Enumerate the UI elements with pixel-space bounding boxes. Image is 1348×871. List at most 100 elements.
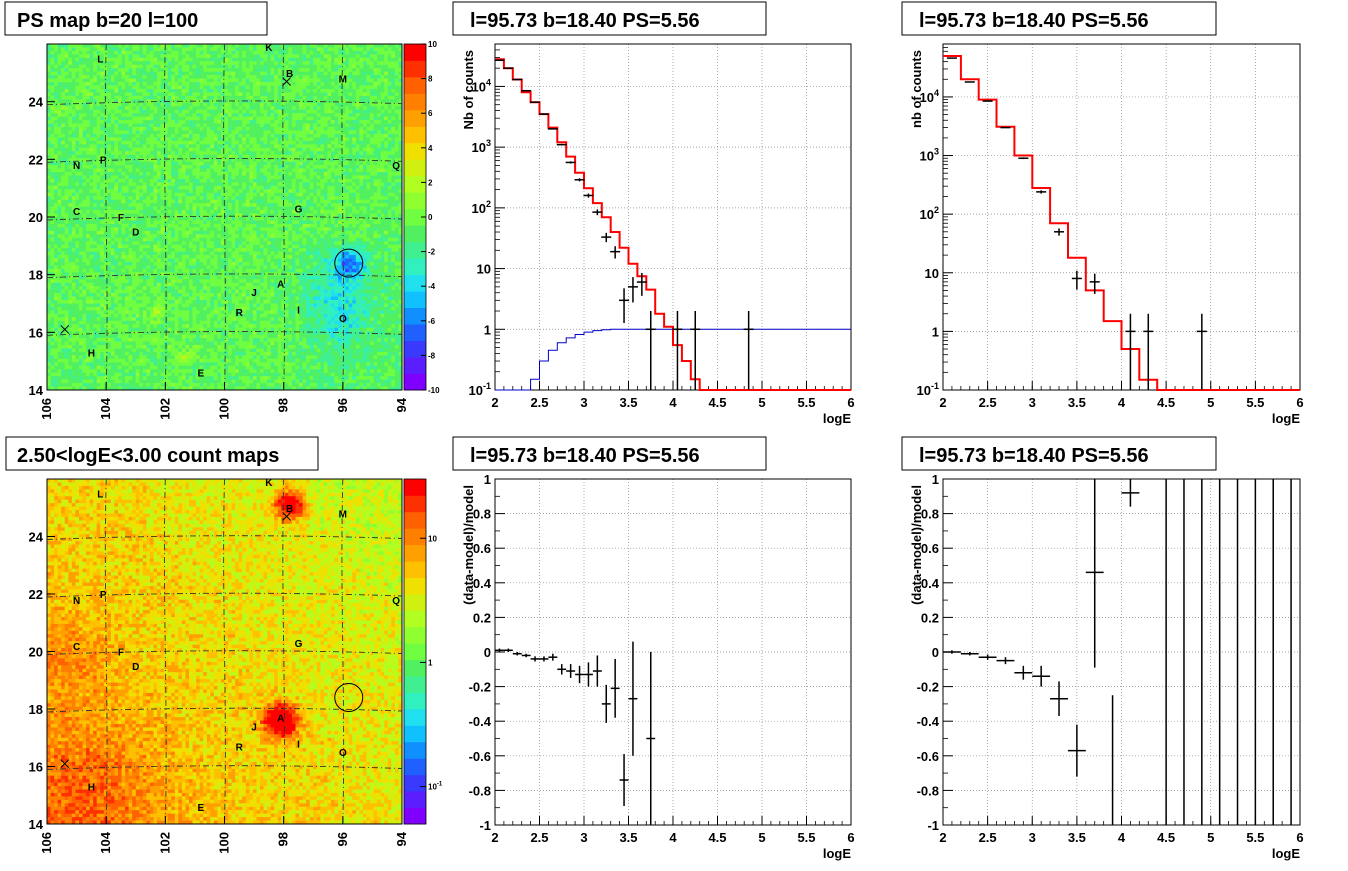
heatmap-cell (78, 71, 83, 76)
heatmap-cell (394, 85, 399, 90)
heatmap-cell (320, 206, 325, 211)
heatmap-cell (50, 116, 55, 121)
heatmap-cell (387, 123, 392, 128)
heatmap-cell (96, 213, 101, 218)
heatmap-cell (135, 133, 140, 138)
heatmap-cell (114, 116, 119, 121)
heatmap-cell (380, 192, 385, 197)
heatmap-cell (242, 113, 247, 118)
heatmap-cell (235, 213, 240, 218)
heatmap-cell (274, 213, 279, 218)
heatmap-cell (50, 165, 55, 169)
heatmap-cell (331, 137, 335, 142)
heatmap-cell (178, 175, 183, 180)
heatmap-cell (331, 154, 335, 159)
heatmap-cell (384, 182, 389, 187)
heatmap-cell (217, 116, 222, 121)
heatmap-cell (57, 82, 62, 86)
heatmap-cell (355, 123, 360, 128)
heatmap-cell (394, 151, 399, 156)
heatmap-cell (160, 92, 165, 97)
heatmap-cell (178, 82, 183, 86)
heatmap-cell (93, 127, 98, 131)
heatmap-cell (249, 199, 254, 204)
heatmap-cell (359, 85, 364, 90)
heatmap-cell (238, 64, 243, 69)
heatmap-cell (334, 78, 339, 83)
heatmap-cell (75, 210, 80, 214)
heatmap-cell (125, 210, 129, 214)
heatmap-cell (277, 61, 282, 66)
heatmap-cell (146, 68, 151, 73)
heatmap-cell (93, 168, 98, 173)
heatmap-cell (235, 172, 240, 176)
heatmap-cell (238, 168, 243, 173)
heatmap-cell (171, 54, 176, 59)
heatmap-cell (362, 196, 367, 201)
heatmap-cell (338, 88, 342, 93)
heatmap-cell (203, 120, 208, 124)
heatmap-cell (149, 47, 154, 52)
heatmap-cell (384, 130, 389, 135)
heatmap-cell (284, 182, 289, 187)
heatmap-cell (125, 182, 129, 187)
heatmap-cell (228, 44, 232, 48)
heatmap-cell (100, 54, 105, 59)
heatmap-cell (281, 120, 286, 124)
heatmap-cell (68, 165, 73, 169)
heatmap-cell (235, 175, 240, 180)
heatmap-cell (352, 47, 357, 52)
heatmap-cell (100, 175, 105, 180)
heatmap-cell (174, 199, 179, 204)
heatmap-cell (167, 192, 172, 197)
heatmap-cell (306, 203, 311, 207)
heatmap-cell (118, 88, 122, 93)
heatmap-cell (146, 123, 151, 128)
heatmap-cell (398, 158, 403, 162)
heatmap-cell (288, 123, 293, 128)
heatmap-cell (345, 120, 350, 124)
heatmap-cell (86, 64, 90, 69)
heatmap-cell (260, 133, 264, 138)
heatmap-cell (238, 192, 243, 197)
heatmap-cell (61, 99, 66, 104)
heatmap-cell (89, 57, 94, 62)
heatmap-cell (235, 137, 240, 142)
heatmap-cell (238, 61, 243, 66)
heatmap-cell (398, 210, 403, 214)
heatmap-cell (174, 68, 179, 73)
heatmap-cell (157, 144, 161, 149)
heatmap-cell (362, 54, 367, 59)
heatmap-cell (362, 71, 367, 76)
heatmap-cell (334, 196, 339, 201)
heatmap-cell (306, 185, 311, 190)
heatmap-cell (217, 154, 222, 159)
heatmap-cell (54, 61, 58, 66)
heatmap-cell (295, 154, 300, 159)
heatmap-cell (153, 78, 158, 83)
heatmap-cell (260, 172, 264, 176)
heatmap-cell (245, 88, 250, 93)
heatmap-cell (93, 106, 98, 111)
heatmap-cell (86, 196, 90, 201)
heatmap-cell (387, 88, 392, 93)
heatmap-cell (359, 71, 364, 76)
heatmap-cell (316, 71, 321, 76)
heatmap-cell (260, 151, 264, 156)
heatmap-cell (288, 158, 293, 162)
heatmap-cell (118, 203, 122, 207)
heatmap-cell (309, 75, 314, 79)
heatmap-cell (203, 61, 208, 66)
heatmap-cell (291, 64, 296, 69)
heatmap-cell (139, 116, 144, 121)
heatmap-cell (252, 106, 257, 111)
heatmap-cell (71, 161, 76, 166)
heatmap-cell (291, 172, 296, 176)
heatmap-cell (107, 133, 112, 138)
heatmap-cell (171, 168, 176, 173)
heatmap-cell (213, 178, 218, 183)
heatmap-cell (245, 78, 250, 83)
heatmap-cell (146, 54, 151, 59)
heatmap-cell (167, 189, 172, 194)
heatmap-cell (291, 82, 296, 86)
